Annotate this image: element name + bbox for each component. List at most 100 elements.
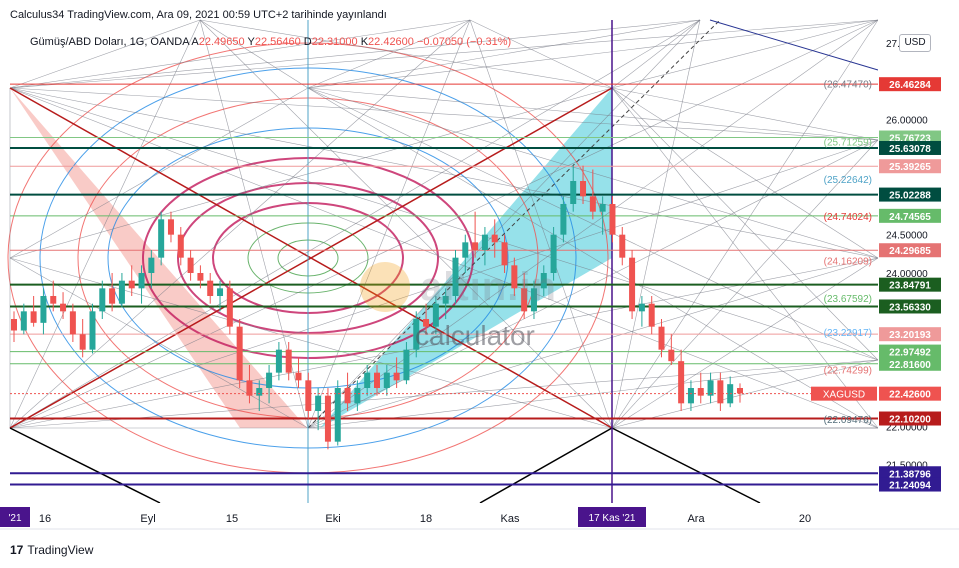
candle-body xyxy=(207,280,214,296)
candle-body xyxy=(236,326,243,381)
open-value: 22.49650 xyxy=(198,36,245,48)
symbol-name: Gümüş/ABD Doları, 1G, OANDA xyxy=(30,36,189,48)
time-axis[interactable]: 16 Eyl 15 Eki 18 Kas Ara 20 '21 17 Kas '21 xyxy=(0,503,959,530)
candle-body xyxy=(266,372,273,388)
price-level-value: 25.63078 xyxy=(889,144,931,155)
candle-body xyxy=(285,349,292,373)
gann-fan-line xyxy=(9,257,613,429)
fib-level-label: (23.67592) xyxy=(824,294,872,305)
price-level-badge xyxy=(879,140,941,155)
price-level-badge xyxy=(879,477,941,492)
gann-fan-line xyxy=(307,19,471,429)
gann-fan-line xyxy=(307,19,879,429)
candle-body xyxy=(315,395,322,411)
candle-body xyxy=(177,234,184,258)
gann-fan-line xyxy=(199,19,613,89)
price-tick-label: 21.50000 xyxy=(886,461,928,472)
candle-body xyxy=(717,380,724,404)
fib-level-label: (22.74299) xyxy=(824,365,872,376)
time-tick-label: Kas xyxy=(501,513,520,525)
candle-body xyxy=(40,296,47,323)
purple-line xyxy=(709,19,879,71)
candle-body xyxy=(599,204,606,212)
fib-level-label: (25.22642) xyxy=(824,175,872,186)
candle-body xyxy=(570,181,577,204)
gann-fan-line xyxy=(307,359,879,429)
time-tick-label: 18 xyxy=(420,513,432,525)
tradingview-logo-icon: 17 xyxy=(10,543,24,557)
trend-line xyxy=(9,87,613,429)
candle-body xyxy=(334,388,341,442)
candle-body xyxy=(697,388,704,396)
price-level-badge xyxy=(879,299,941,314)
candle-body xyxy=(383,372,390,388)
candle-body xyxy=(638,303,645,312)
gann-fan-line xyxy=(199,19,309,89)
candle-body xyxy=(530,288,537,312)
candle-body xyxy=(197,273,204,281)
fib-level-label: (24.16209) xyxy=(824,257,872,268)
candle-body xyxy=(629,257,636,312)
price-level-value: 21.24094 xyxy=(889,481,931,492)
time-highlight-left-label: '21 xyxy=(8,513,21,524)
candle-body xyxy=(658,326,665,350)
candle-body xyxy=(89,311,96,350)
candle-body xyxy=(11,319,17,331)
price-level-value: 25.39265 xyxy=(889,162,931,173)
candle-body xyxy=(580,181,587,197)
gann-fan-line xyxy=(611,257,879,429)
gann-fan-line xyxy=(9,87,879,141)
candle-body xyxy=(452,257,459,296)
currency-button[interactable]: USD xyxy=(899,34,931,52)
price-level-badge xyxy=(879,356,941,371)
gann-fan-line xyxy=(9,19,879,429)
fib-level-label: (22.09476) xyxy=(824,415,872,426)
price-level-value: 23.56330 xyxy=(889,302,931,313)
candle-body xyxy=(678,361,685,404)
gann-fan-line xyxy=(9,87,613,259)
fib-level-label: (24.74024) xyxy=(824,212,872,223)
candle-body xyxy=(668,349,675,362)
candle-body xyxy=(491,234,498,243)
watermark-subtitle: calculator xyxy=(415,320,535,351)
time-highlight-label: 17 Kas '21 xyxy=(589,513,636,524)
gann-fan-line xyxy=(9,19,471,429)
gann-fan-line xyxy=(611,19,879,429)
gann-fan-line xyxy=(307,19,701,89)
price-axis-bg xyxy=(878,20,959,510)
candle-body xyxy=(737,388,743,394)
candle-body xyxy=(167,219,174,235)
price-level-badge xyxy=(879,77,941,92)
gann-fan-line xyxy=(9,19,471,89)
price-level-badge xyxy=(879,344,941,359)
gann-fan-line xyxy=(307,19,879,89)
price-level-badge xyxy=(879,243,941,258)
price-level-badge xyxy=(879,327,941,342)
price-axis[interactable]: 27.0000026.0000024.5000024.0000022.00000… xyxy=(811,20,959,510)
black-line xyxy=(9,427,161,504)
candle-body xyxy=(481,234,488,250)
gann-fan-line xyxy=(611,359,879,429)
gann-fan-line xyxy=(9,19,701,429)
symbol-bar: Gümüş/ABD Doları, 1G, OANDA A22.49650 Y2… xyxy=(30,36,512,48)
price-level-badge xyxy=(879,277,941,292)
candle-body xyxy=(560,204,567,235)
price-level-value: 21.38796 xyxy=(889,469,931,480)
gann-fan-line xyxy=(9,19,701,89)
candle-body xyxy=(324,395,331,442)
time-tick-label: 15 xyxy=(226,513,238,525)
tradingview-footer[interactable]: 17 TradingView xyxy=(10,543,93,557)
close-value: 22.42600 xyxy=(368,36,414,48)
candle-body xyxy=(403,349,410,381)
gann-fan-line xyxy=(9,257,879,429)
candle-body xyxy=(99,288,106,312)
price-level-value: 23.84791 xyxy=(889,281,931,292)
candle-body xyxy=(148,257,155,273)
gann-fan-line xyxy=(611,19,701,89)
price-level-badge xyxy=(879,159,941,174)
candle-body xyxy=(364,372,371,388)
candle-body xyxy=(50,296,57,304)
time-highlight-left xyxy=(0,507,30,527)
candle-body xyxy=(256,388,263,396)
